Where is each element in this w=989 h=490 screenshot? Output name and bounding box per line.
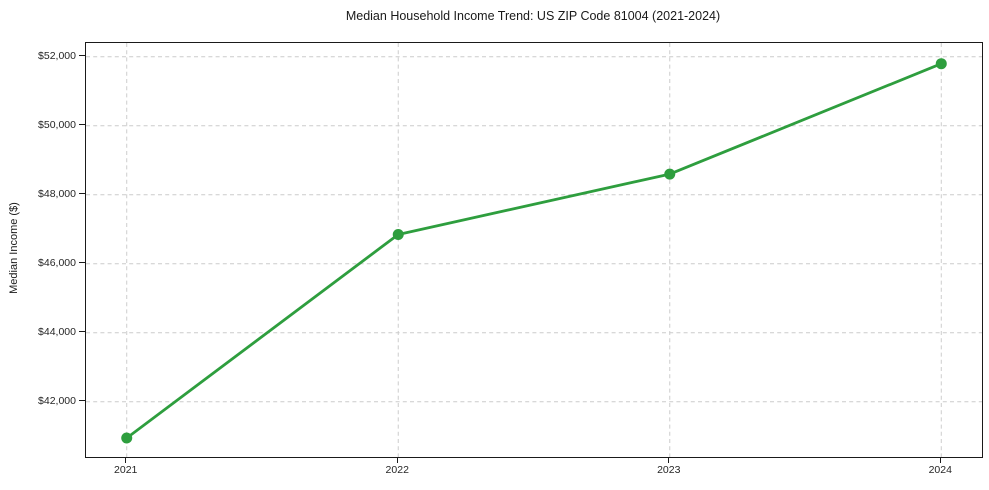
data-point-marker [121, 432, 133, 444]
data-point-marker [664, 168, 676, 180]
x-tick-mark [668, 457, 670, 463]
x-tick-mark [125, 457, 127, 463]
y-tick-label: $50,000 [38, 118, 76, 131]
y-tick-label: $44,000 [38, 325, 76, 338]
x-tick-label: 2021 [114, 464, 138, 476]
x-tick-label: 2023 [657, 464, 681, 476]
x-tick-mark [939, 457, 941, 463]
line-chart [86, 43, 982, 457]
y-tick-mark [79, 262, 85, 264]
y-tick-label: $46,000 [38, 256, 76, 269]
y-tick-label: $52,000 [38, 49, 76, 62]
y-tick-label: $42,000 [38, 394, 76, 407]
y-tick-mark [79, 400, 85, 402]
y-tick-mark [79, 193, 85, 195]
plot-area [85, 42, 983, 458]
y-tick-label: $48,000 [38, 187, 76, 200]
data-point-marker [935, 58, 947, 70]
x-tick-label: 2024 [928, 464, 952, 476]
data-point-marker [392, 228, 404, 240]
trend-line [125, 62, 943, 440]
y-tick-mark [79, 124, 85, 126]
x-tick-mark [396, 457, 398, 463]
y-tick-mark [79, 331, 85, 333]
y-axis-label: Median Income ($) [8, 202, 20, 294]
x-tick-label: 2022 [385, 464, 409, 476]
chart-title: Median Household Income Trend: US ZIP Co… [345, 9, 721, 23]
y-tick-mark [79, 55, 85, 57]
